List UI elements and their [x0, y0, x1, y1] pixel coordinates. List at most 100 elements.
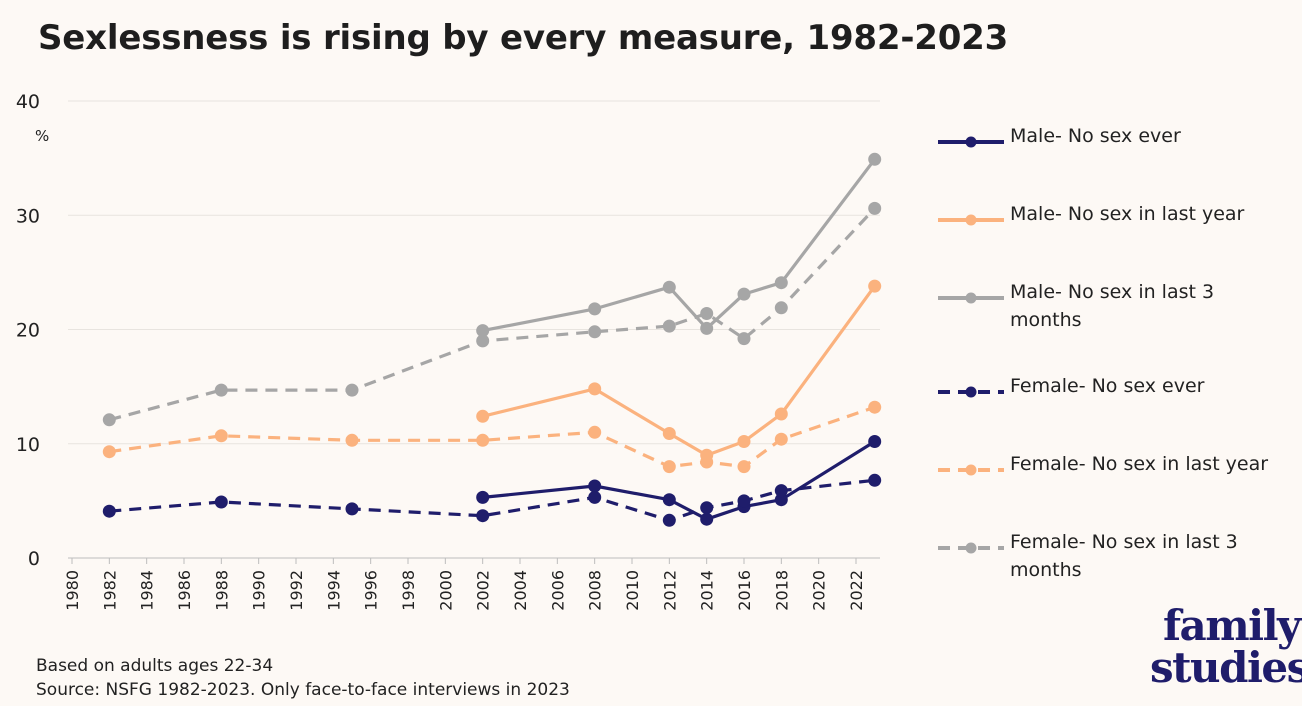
- series-5: [102, 201, 882, 427]
- series-line: [109, 478, 875, 522]
- x-tick-label: 2004: [511, 570, 530, 611]
- axes: 0 10 20 30 40% 1980 1982 1984 1986 1988 1990 1992 19…: [16, 91, 866, 611]
- data-point: [868, 435, 882, 448]
- data-point: [588, 382, 602, 396]
- data-point: [588, 302, 602, 316]
- x-tick-label: 2002: [474, 570, 493, 611]
- data-point: [588, 479, 602, 493]
- data-point: [476, 409, 490, 423]
- data-point: [868, 279, 882, 293]
- data-point: [737, 435, 751, 448]
- legend-marker: [965, 136, 977, 148]
- data-point: [102, 445, 116, 459]
- footnote: Based on adults ages 22-34 Source: NSFG …: [36, 654, 570, 702]
- data-point: [737, 287, 751, 301]
- series-line: [109, 405, 876, 469]
- logo-word-studies: studies: [1150, 643, 1302, 692]
- y-tick-label: 20: [16, 320, 40, 342]
- x-tick-label: 2008: [586, 570, 605, 611]
- legend-label: Male- No sex in last 3 months: [1010, 281, 1215, 331]
- legend-marker: [965, 214, 977, 226]
- series-line: [482, 285, 876, 457]
- data-point: [476, 490, 490, 504]
- data-point: [662, 460, 676, 474]
- x-tick-label: 1992: [287, 570, 306, 611]
- data-point: [214, 383, 228, 397]
- legend-swatch: [938, 542, 1004, 554]
- data-point: [214, 429, 228, 443]
- data-point: [700, 307, 714, 320]
- y-axis-label: %: [35, 127, 49, 145]
- series-line: [482, 440, 876, 521]
- legend-label: Female- No sex in last year: [1010, 453, 1269, 475]
- legend-swatch: [938, 386, 1004, 398]
- x-tick-label: 2010: [623, 570, 642, 611]
- data-point: [700, 455, 714, 469]
- x-tick-label: 2012: [660, 570, 679, 611]
- legend-label: Female- No sex in last 3 months: [1010, 531, 1238, 581]
- data-point: [102, 413, 116, 427]
- x-tick-label: 1984: [138, 570, 157, 611]
- series-0: [476, 435, 882, 526]
- x-tick-label: 2000: [436, 570, 455, 611]
- data-point: [700, 501, 714, 515]
- x-tick-label: 1996: [362, 570, 381, 611]
- y-tick-label: 0: [28, 548, 40, 570]
- legend-swatch: [938, 464, 1004, 476]
- y-tick-label: 10: [16, 434, 40, 456]
- y-tick-label: 40: [16, 91, 40, 113]
- series-1: [476, 279, 882, 462]
- series-3: [102, 473, 882, 527]
- data-point: [345, 383, 359, 397]
- footnote-line-2: Source: NSFG 1982-2023. Only face-to-fac…: [36, 680, 570, 700]
- series-line: [482, 158, 876, 333]
- series-4: [102, 400, 882, 474]
- data-point: [868, 201, 882, 215]
- data-point: [476, 509, 490, 523]
- data-point: [774, 432, 788, 446]
- x-tick-label: 2006: [548, 570, 567, 611]
- legend-marker: [965, 542, 977, 554]
- x-tick-label: 2014: [698, 570, 717, 611]
- y-tick-label: 30: [16, 205, 40, 227]
- data-point: [476, 334, 490, 348]
- data-point: [737, 460, 751, 474]
- series-2: [476, 152, 882, 338]
- data-point: [662, 513, 676, 527]
- data-point: [774, 407, 788, 421]
- series-layer: [102, 152, 882, 527]
- x-tick-label: 2022: [847, 570, 866, 611]
- data-point: [345, 502, 359, 516]
- data-point: [774, 493, 788, 507]
- line-chart: 0 10 20 30 40% 1980 1982 1984 1986 1988 1990 1992 19…: [16, 91, 882, 611]
- data-point: [737, 332, 751, 346]
- chart-title: Sexlessness is rising by every measure, …: [38, 18, 1009, 58]
- legend-swatch: [938, 292, 1004, 304]
- x-tick-label: 1998: [399, 570, 418, 611]
- footnote-line-1: Based on adults ages 22-34: [36, 656, 274, 676]
- data-point: [588, 425, 602, 439]
- data-point: [662, 427, 676, 440]
- x-tick-label: 2018: [772, 570, 791, 611]
- x-tick-label: 2016: [735, 570, 754, 611]
- data-point: [662, 319, 676, 333]
- legend-label: Male- No sex in last year: [1010, 203, 1245, 225]
- data-point: [700, 512, 714, 526]
- data-point: [868, 152, 882, 166]
- x-tick-label: 1982: [100, 570, 119, 611]
- data-point: [102, 504, 116, 518]
- x-tick-label: 1980: [63, 570, 82, 611]
- data-point: [774, 301, 788, 315]
- family-studies-logo: family studies: [1150, 605, 1302, 692]
- legend-swatch: [938, 136, 1004, 148]
- x-tick-label: 1986: [175, 570, 194, 611]
- x-tick-label: 1988: [212, 570, 231, 611]
- legend-swatch: [938, 214, 1004, 226]
- x-tick-label: 1990: [250, 570, 269, 611]
- data-point: [662, 280, 676, 294]
- data-point: [588, 325, 602, 339]
- data-point: [662, 493, 676, 507]
- x-tick-label: 1994: [324, 570, 343, 611]
- data-point: [345, 433, 359, 447]
- x-tick-label: 2020: [810, 570, 829, 611]
